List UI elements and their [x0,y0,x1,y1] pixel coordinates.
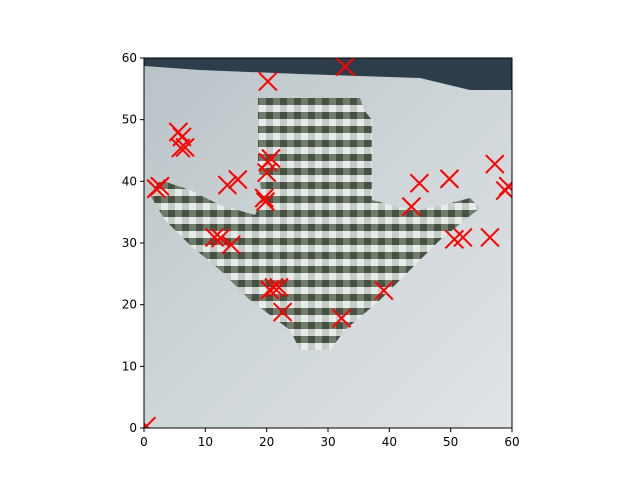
x-tick-label: 20 [259,435,274,449]
y-tick-label: 0 [129,421,137,435]
scatter-point [401,196,422,217]
scatter-point [264,277,284,298]
scatter-point [150,176,170,196]
y-tick-label: 10 [122,359,137,373]
scatter-point [272,302,293,322]
scatter-point [269,277,289,298]
y-tick-label: 30 [122,236,137,250]
scatter-point [485,154,505,174]
scatter-point [374,280,394,301]
scatter-markers [144,58,512,428]
scatter-point [221,235,241,255]
scatter-point [217,175,238,195]
scatter-point [258,71,278,92]
scatter-point [444,229,465,250]
scatter-point [498,176,512,196]
y-tick-label: 40 [122,174,137,188]
x-tick-label: 10 [198,435,213,449]
scatter-point [331,308,352,328]
scatter-point [409,173,430,193]
scatter-point [175,137,195,158]
x-axis: 0 10 20 30 40 50 60 [140,428,520,449]
scatter-point [204,227,225,248]
scatter-point [335,58,355,77]
x-tick-label: 50 [443,435,458,449]
y-tick-label: 60 [122,51,137,65]
y-axis: 0 10 20 30 40 50 60 [122,51,144,435]
x-tick-label: 60 [504,435,519,449]
x-tick-label: 40 [382,435,397,449]
scatter-point [254,188,274,208]
scatter-point [144,416,157,428]
scatter-point [480,227,500,248]
y-tick-label: 50 [122,113,137,127]
y-tick-label: 20 [122,298,137,312]
scatter-point [439,169,460,189]
scatter-point [210,228,231,248]
x-tick-label: 0 [140,435,148,449]
scatter-point [255,191,276,212]
scatter-point [261,148,281,169]
x-tick-label: 30 [320,435,335,449]
scatter-point [228,169,248,190]
scatter-point [453,227,473,248]
scatter-point [171,138,191,158]
